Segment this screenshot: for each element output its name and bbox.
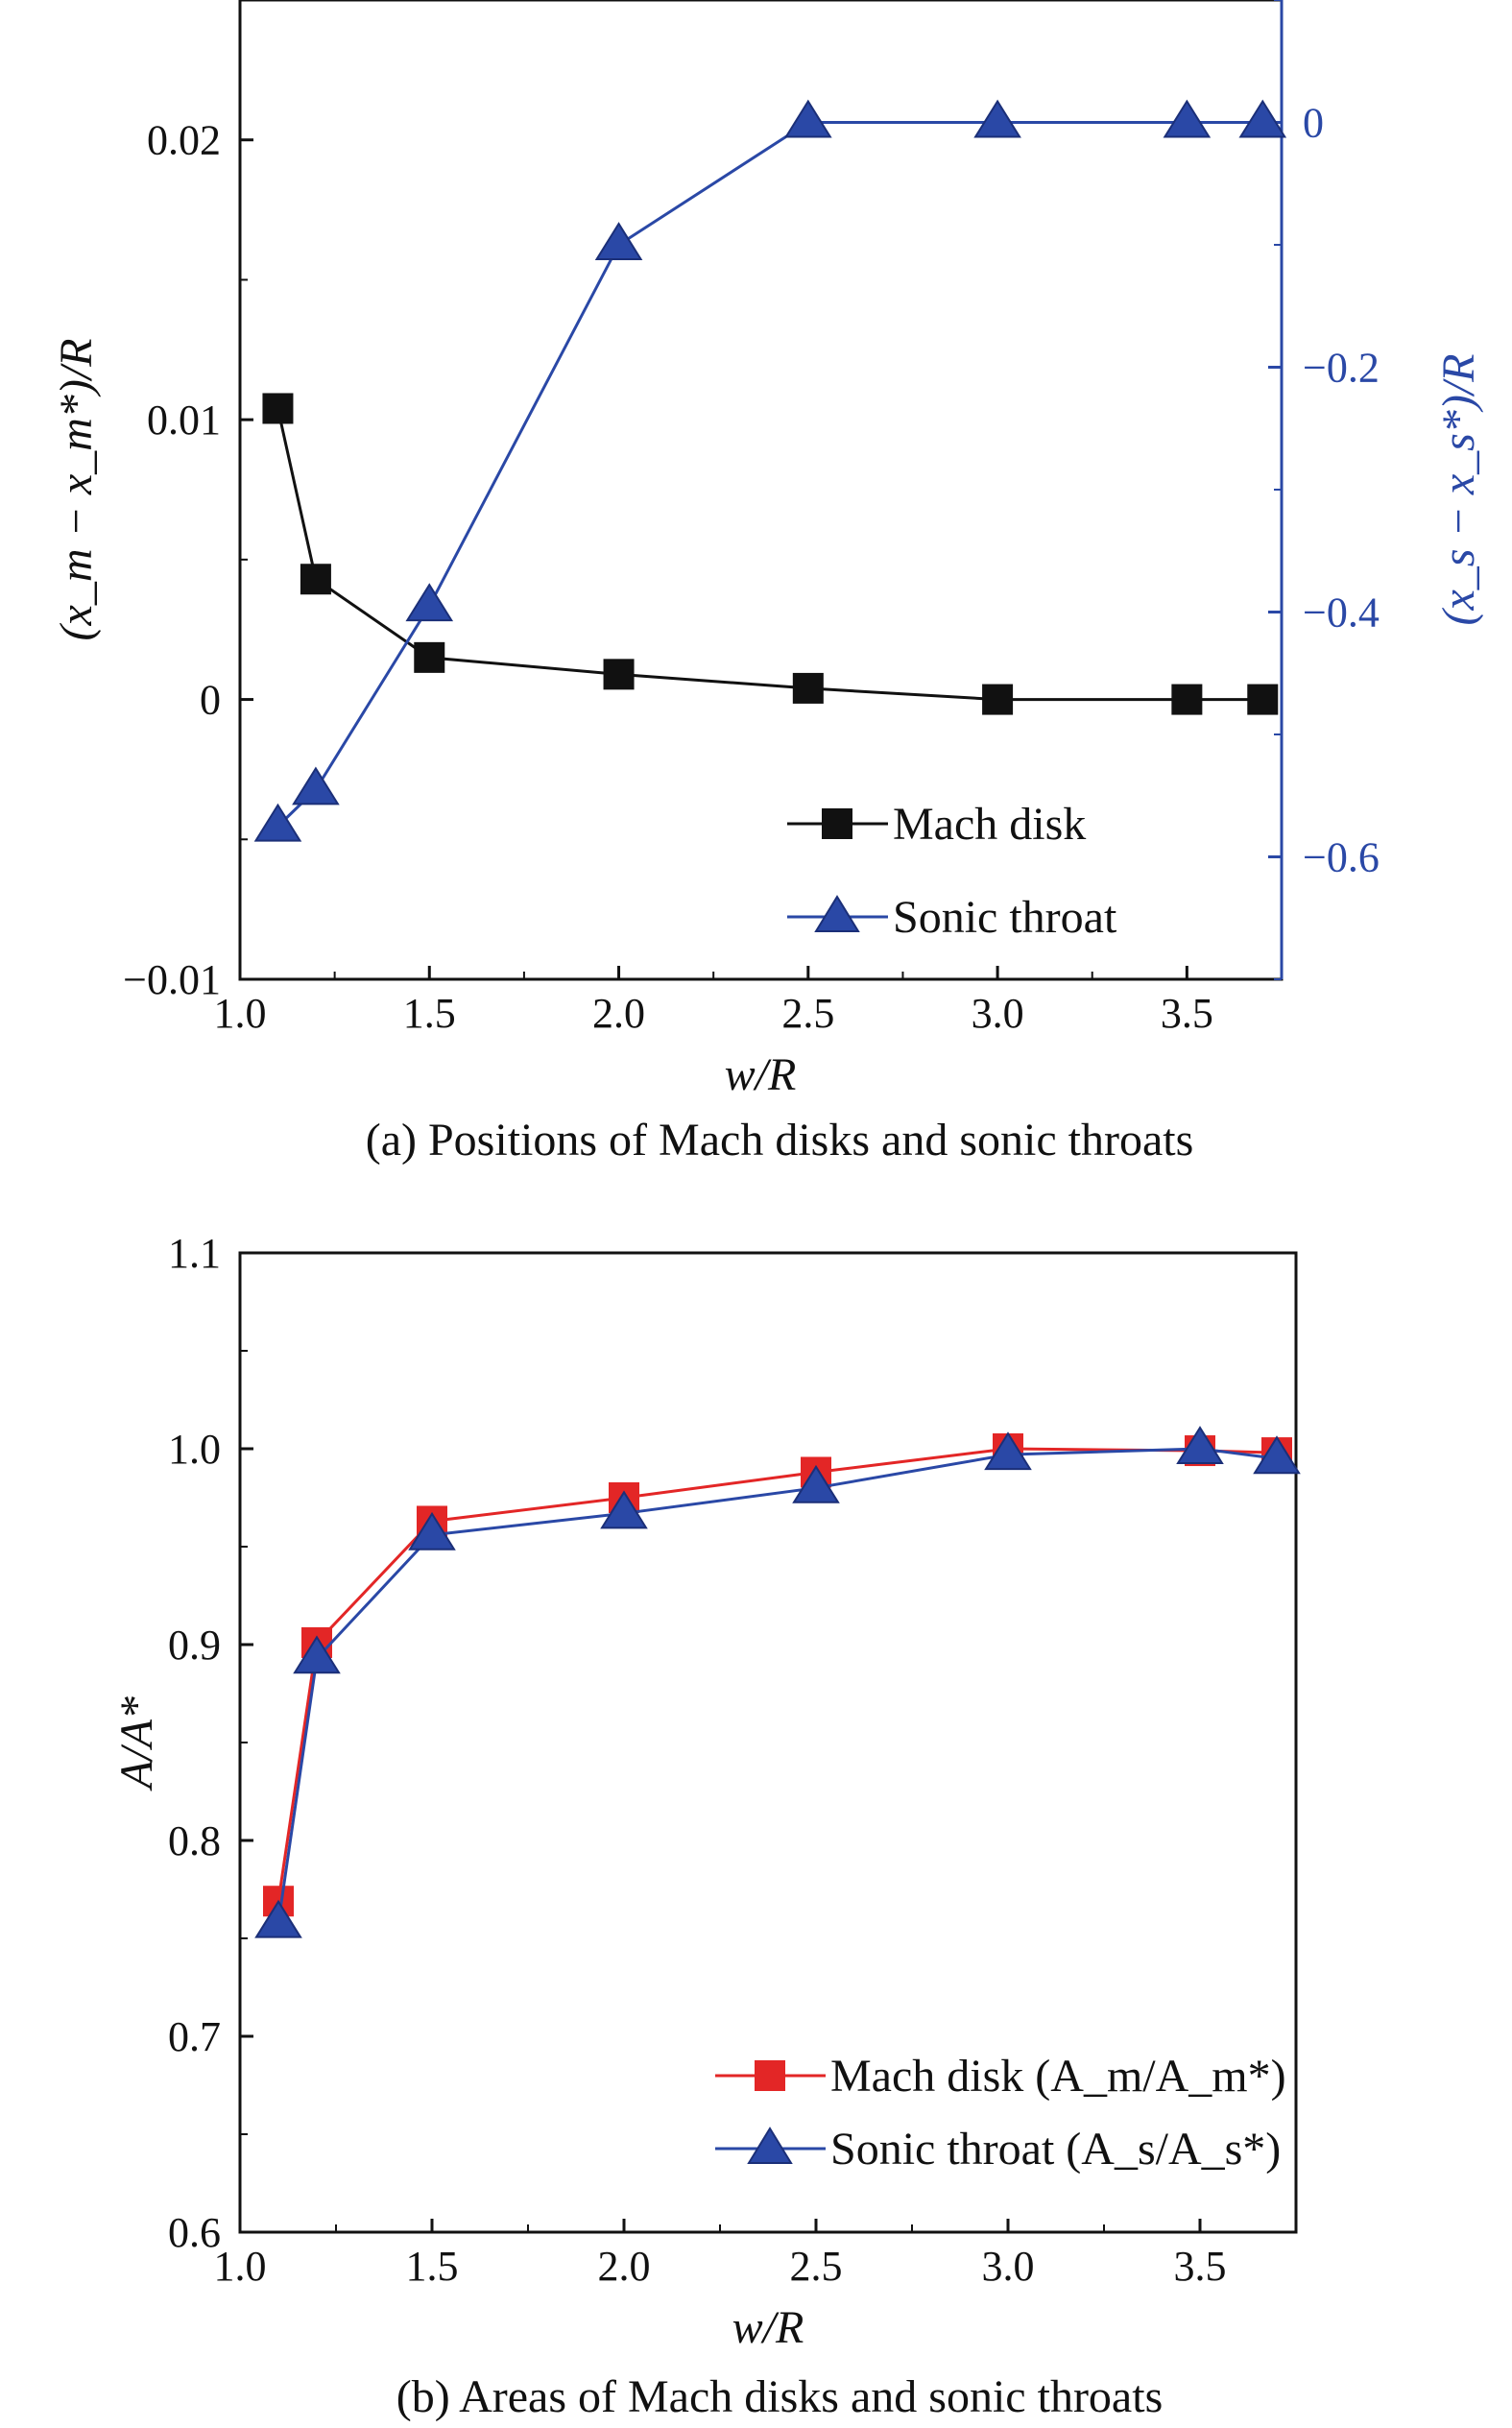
chart-b-y-tick-label: 0.7 bbox=[168, 2013, 221, 2060]
chart-b-sonic-throat-point bbox=[1253, 1435, 1301, 1475]
chart-b-x-tick-label: 2.5 bbox=[790, 2243, 843, 2290]
chart-a-mach-disk-line bbox=[276, 408, 1263, 702]
chart-a-left-y-axis-label: (x_m − x_m*)/R bbox=[51, 339, 102, 641]
legend-a-sonic-marker bbox=[814, 895, 860, 932]
chart-a-sonic-throat-point bbox=[594, 222, 643, 260]
chart-a-sonic-throat-line bbox=[276, 121, 1263, 828]
chart-b: 1.0 1.5 2.0 2.5 3.0 3.5 0.6 0.7 0.8 0.9 1.0 1.1 w/… bbox=[111, 1230, 1301, 2422]
chart-b-sonic-throat-point bbox=[792, 1464, 840, 1503]
chart-a-x-tick-label: 2.0 bbox=[592, 990, 645, 1037]
chart-a-left-y-tick-label: 0.02 bbox=[147, 117, 221, 164]
chart-b-series bbox=[254, 1426, 1301, 1938]
chart-b-y-tick-label: 1.0 bbox=[168, 1426, 221, 1473]
chart-a-left-y-tick-label: 0 bbox=[200, 677, 221, 724]
chart-a-sonic-throat-point bbox=[973, 99, 1021, 138]
chart-b-x-tick-label: 2.0 bbox=[598, 2243, 651, 2290]
chart-a-sonic-throat-point bbox=[405, 583, 454, 622]
chart-a-mach-disk-point bbox=[262, 393, 294, 424]
chart-b-x-ticks: 1.0 1.5 2.0 2.5 3.0 3.5 bbox=[214, 2219, 1227, 2290]
chart-a-left-y-ticks: −0.01 0 0.01 0.02 bbox=[123, 117, 253, 1003]
chart-a-right-y-tick-label: −0.2 bbox=[1303, 345, 1380, 392]
chart-a-x-axis-label: w/R bbox=[725, 1049, 797, 1100]
chart-a-x-tick-label: 3.5 bbox=[1161, 990, 1213, 1037]
legend-a-mach-marker bbox=[822, 808, 852, 839]
chart-b-sonic-throat-point bbox=[408, 1511, 456, 1551]
chart-b-y-tick-label: 1.1 bbox=[168, 1230, 221, 1277]
chart-a-right-y-tick-label: 0 bbox=[1303, 100, 1324, 147]
chart-a-series bbox=[253, 99, 1287, 842]
chart-a-right-y-tick-label: −0.6 bbox=[1303, 834, 1380, 881]
chart-b-y-ticks: 0.6 0.7 0.8 0.9 1.0 1.1 bbox=[168, 1230, 253, 2256]
chart-a-x-tick-label: 2.5 bbox=[781, 990, 834, 1037]
chart-a-mach-disk-point bbox=[1247, 684, 1279, 715]
chart-b-sonic-throat-point bbox=[293, 1635, 341, 1674]
legend-b-mach-marker bbox=[755, 2060, 785, 2091]
chart-b-x-tick-label: 3.0 bbox=[982, 2243, 1035, 2290]
chart-a-left-y-tick-label: 0.01 bbox=[147, 397, 221, 444]
chart-a-caption: (a) Positions of Mach disks and sonic th… bbox=[366, 1115, 1194, 1166]
legend-a-sonic-label: Sonic throat bbox=[893, 892, 1117, 943]
chart-a-mach-disk-point bbox=[300, 564, 331, 595]
chart-a-sonic-throat-point bbox=[1163, 99, 1212, 138]
chart-a-mach-disk-point bbox=[1171, 684, 1203, 715]
chart-b-sonic-throat-point bbox=[600, 1490, 648, 1529]
chart-a-x-ticks: 1.0 1.5 2.0 2.5 3.0 3.5 bbox=[214, 966, 1213, 1037]
chart-b-y-tick-label: 0.6 bbox=[168, 2209, 221, 2256]
chart-a-mach-disk-point bbox=[414, 641, 445, 673]
chart-b-sonic-throat-point bbox=[1176, 1426, 1224, 1464]
legend-b-sonic-label: Sonic throat (A_s/A_s*) bbox=[830, 2124, 1281, 2175]
chart-b-sonic-throat-point bbox=[254, 1899, 302, 1938]
chart-a-right-y-tick-label: −0.4 bbox=[1303, 589, 1380, 637]
chart-a-right-y-axis-label: (x_s − x_s*)/R bbox=[1433, 354, 1484, 626]
chart-b-sonic-throat-point bbox=[984, 1431, 1032, 1471]
legend-b-sonic-marker bbox=[747, 2127, 793, 2164]
chart-a-sonic-throat-point bbox=[784, 99, 832, 138]
chart-a-sonic-throat-point bbox=[292, 766, 340, 805]
chart-a-x-tick-label: 1.5 bbox=[403, 990, 456, 1037]
chart-a-mach-disk-point bbox=[982, 684, 1014, 715]
chart-b-x-tick-label: 1.5 bbox=[406, 2243, 459, 2290]
chart-a-sonic-throat-point bbox=[1238, 99, 1287, 138]
chart-b-y-axis-label: A/A* bbox=[111, 1696, 162, 1791]
chart-a-right-y-ticks: −0.6 −0.4 −0.2 0 bbox=[1268, 0, 1380, 980]
chart-b-caption: (b) Areas of Mach disks and sonic throat… bbox=[396, 2371, 1164, 2422]
chart-b-x-tick-label: 3.5 bbox=[1174, 2243, 1227, 2290]
chart-a-legend: Mach disk Sonic throat bbox=[787, 799, 1117, 943]
chart-a-plot-frame bbox=[238, 0, 1284, 981]
chart-b-x-axis-label: w/R bbox=[732, 2302, 804, 2353]
legend-b-mach-label: Mach disk (A_m/A_m*) bbox=[830, 2051, 1286, 2102]
chart-a-x-tick-label: 3.0 bbox=[972, 990, 1024, 1037]
legend-a-mach-label: Mach disk bbox=[893, 799, 1086, 850]
chart-b-y-tick-label: 0.9 bbox=[168, 1622, 221, 1669]
chart-a-sonic-throat-point bbox=[253, 803, 302, 842]
chart-a-x-tick-label: 1.0 bbox=[214, 990, 267, 1037]
chart-a-left-y-tick-label: −0.01 bbox=[123, 956, 221, 1003]
chart-b-legend: Mach disk (A_m/A_m*) Sonic throat (A_s/A… bbox=[715, 2051, 1286, 2175]
chart-a-mach-disk-point bbox=[792, 672, 824, 704]
chart-b-x-tick-label: 1.0 bbox=[214, 2243, 267, 2290]
chart-b-y-tick-label: 0.8 bbox=[168, 1817, 221, 1864]
chart-a-mach-disk-point bbox=[603, 659, 635, 690]
chart-b-sonic-throat-line bbox=[276, 1447, 1278, 1923]
